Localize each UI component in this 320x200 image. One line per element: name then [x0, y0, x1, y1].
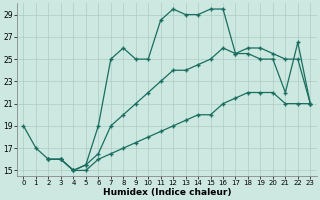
X-axis label: Humidex (Indice chaleur): Humidex (Indice chaleur) — [103, 188, 231, 197]
